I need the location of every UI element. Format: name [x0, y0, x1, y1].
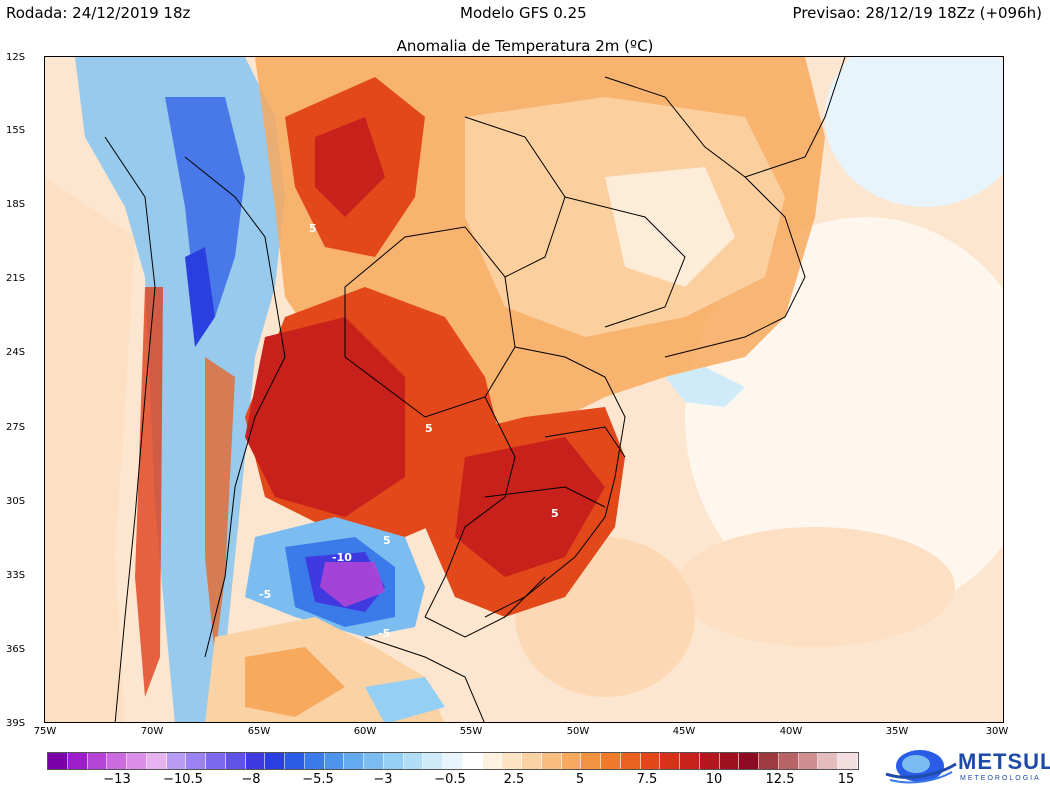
contour-label-minus5-east: -5	[378, 627, 390, 640]
colorbar-swatch	[87, 753, 108, 769]
colorbar-swatch	[166, 753, 187, 769]
colorbar-label: 5	[575, 772, 585, 787]
map-title: Anomalia de Temperatura 2m (ºC)	[396, 37, 654, 55]
colorbar-swatch	[48, 753, 68, 769]
colorbar-swatch	[443, 753, 463, 769]
lat-label: 39S	[6, 718, 26, 729]
lon-label: 55W	[459, 726, 483, 737]
colorbar-swatch	[364, 753, 384, 769]
colorbar-swatch	[660, 753, 680, 769]
colorbar-swatch	[620, 753, 641, 769]
colorbar-label: −10.5	[163, 772, 203, 787]
logo-subtitle: METEOROLOGIA	[960, 775, 1041, 782]
colorbar-label: 15	[837, 772, 855, 787]
contour-label-5-north: 5	[309, 222, 317, 235]
colorbar-label: −8	[241, 772, 261, 787]
logo-name: METSUL	[958, 749, 1050, 774]
colorbar-swatch	[383, 753, 404, 769]
colorbar-label: −5.5	[302, 772, 334, 787]
lat-label: 33S	[6, 570, 26, 581]
colorbar-swatch	[245, 753, 266, 769]
lon-label: 30W	[985, 726, 1009, 737]
model-name: Modelo GFS 0.25	[460, 4, 587, 22]
colorbar-swatch	[640, 753, 661, 769]
colorbar-swatch	[206, 753, 226, 769]
colorbar-swatch	[601, 753, 621, 769]
lon-label: 60W	[353, 726, 377, 737]
lat-label: 15S	[6, 125, 26, 136]
contour-label-minus5-west: -5	[259, 588, 271, 601]
colorbar-swatch	[759, 753, 779, 769]
contour-label-5-south: 5	[383, 534, 391, 547]
colorbar-swatch	[581, 753, 601, 769]
colorbar-swatch	[186, 753, 206, 769]
colorbar-swatch	[265, 753, 285, 769]
colorbar-swatch	[778, 753, 799, 769]
colorbar-swatch	[107, 753, 127, 769]
lat-label: 24S	[6, 347, 26, 358]
colorbar-swatch	[403, 753, 424, 769]
colorbar-swatch	[462, 753, 483, 769]
lon-label: 50W	[566, 726, 590, 737]
colorbar-swatch	[423, 753, 443, 769]
colorbar-swatch	[739, 753, 759, 769]
colorbar-label: −13	[103, 772, 131, 787]
forecast-time: Previsao: 28/12/19 18Zz (+096h)	[792, 4, 1042, 22]
lon-label: 40W	[779, 726, 803, 737]
contour-label-minus10: -10	[332, 551, 352, 564]
colorbar-swatch	[502, 753, 522, 769]
lon-label: 35W	[885, 726, 909, 737]
colorbar-swatch	[146, 753, 167, 769]
colorbar-label: −0.5	[434, 772, 466, 787]
metsul-logo-icon	[885, 750, 957, 784]
lat-label: 27S	[6, 422, 26, 433]
colorbar-swatch	[699, 753, 720, 769]
colorbar-swatch	[541, 753, 562, 769]
lon-label: 70W	[140, 726, 164, 737]
colorbar-swatch	[324, 753, 345, 769]
colorbar-label: 12.5	[765, 772, 795, 787]
colorbar-label: −3	[373, 772, 393, 787]
colorbar-swatch	[285, 753, 305, 769]
colorbar-label: 7.5	[636, 772, 658, 787]
temperature-anomaly-map: 5 5 5 -10 -5 -5 5	[44, 56, 1004, 723]
colorbar-swatch	[818, 753, 838, 769]
colorbar-label: 10	[705, 772, 723, 787]
lat-label: 12S	[6, 52, 26, 63]
lat-label: 18S	[6, 199, 26, 210]
lon-label: 65W	[247, 726, 271, 737]
lat-label: 21S	[6, 273, 26, 284]
colorbar-swatch	[482, 753, 503, 769]
colorbar-swatch	[67, 753, 88, 769]
colorbar-swatch	[798, 753, 819, 769]
colorbar-swatch	[719, 753, 740, 769]
colorbar-swatch	[680, 753, 700, 769]
lat-label: 36S	[6, 644, 26, 655]
map-canvas: 5 5 5 -10 -5 -5 5	[45, 57, 1003, 722]
colorbar-swatch	[561, 753, 582, 769]
contour-label-5-mid: 5	[425, 422, 433, 435]
run-date: Rodada: 24/12/2019 18z	[6, 4, 191, 22]
lat-label: 30S	[6, 496, 26, 507]
lon-label: 45W	[672, 726, 696, 737]
colorbar-swatch	[127, 753, 147, 769]
colorbar-swatch	[838, 753, 858, 769]
colorbar-label: 2.5	[503, 772, 525, 787]
colorbar-swatch	[304, 753, 325, 769]
contour-label-5-east: 5	[551, 507, 559, 520]
colorbar-swatch	[344, 753, 364, 769]
colorbar-swatch	[522, 753, 542, 769]
colorbar-swatch	[225, 753, 246, 769]
lon-label: 75W	[33, 726, 57, 737]
colorbar	[47, 752, 859, 770]
